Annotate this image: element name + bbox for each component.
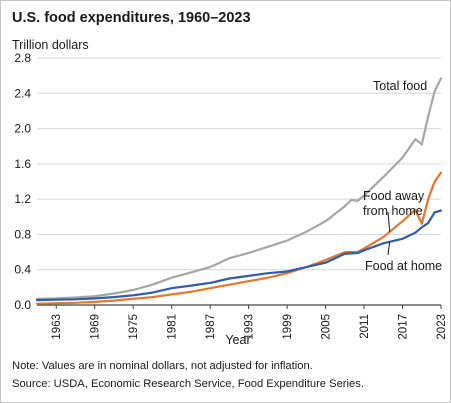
y-axis-unit-label: Trillion dollars	[12, 38, 89, 52]
x-tick-label: 1963	[51, 314, 63, 340]
y-tick-label: 1.2	[14, 192, 31, 206]
chart-source: Source: USDA, Economic Research Service,…	[12, 378, 364, 390]
y-tick-label: 2.0	[14, 122, 31, 136]
y-tick-label: 2.4	[14, 86, 31, 100]
series-line	[35, 209, 443, 302]
annotation-line: Total food	[373, 79, 427, 93]
y-tick-label: 1.6	[14, 157, 31, 171]
x-tick-label: 1975	[128, 314, 140, 340]
y-tick-label: 0.8	[14, 227, 31, 241]
annotation-line: from home	[363, 204, 423, 218]
x-tick-label: 1969	[90, 314, 102, 340]
x-tick-label: 1999	[282, 314, 294, 340]
x-tick-label: 1993	[244, 314, 256, 340]
series-annotation-label: Total food	[373, 79, 427, 93]
annotation-leader	[387, 211, 391, 232]
series-line	[35, 171, 443, 305]
x-tick-label: 2011	[359, 314, 371, 339]
series-lines	[35, 77, 443, 305]
series-annotation-label: Food away from home	[363, 189, 425, 218]
x-tick-label: 1981	[167, 314, 179, 340]
y-tick-label: 2.8	[14, 51, 31, 65]
chart-title: U.S. food expenditures, 1960–2023	[12, 10, 251, 26]
y-axis-ticks: 0.0 0.4 0.8 1.2 1.6 2.0 2.4 2.8	[14, 51, 31, 312]
gridlines	[37, 57, 441, 306]
x-tick-label: 2005	[321, 314, 333, 340]
x-tick-label: 1987	[205, 314, 217, 340]
y-tick-label: 0.4	[14, 263, 31, 277]
x-axis-title: Year	[225, 333, 250, 347]
x-tick-label: 2023	[436, 314, 448, 340]
chart-note: Note: Values are in nominal dollars, not…	[12, 360, 313, 372]
series-annotations: Total food Food away from home Food at home	[363, 79, 442, 273]
series-annotation-label: Food at home	[365, 259, 442, 273]
x-tick-label: 2017	[398, 314, 410, 340]
annotation-line: Food away	[363, 189, 425, 203]
x-axis-ticks: 1963 1969 1975 1981 1987 1993 1999 2005 2011 2017…	[51, 305, 448, 340]
y-tick-label: 0.0	[14, 298, 31, 312]
annotation-line: Food at home	[365, 259, 442, 273]
series-line	[35, 77, 443, 300]
annotation-leader	[387, 241, 391, 256]
